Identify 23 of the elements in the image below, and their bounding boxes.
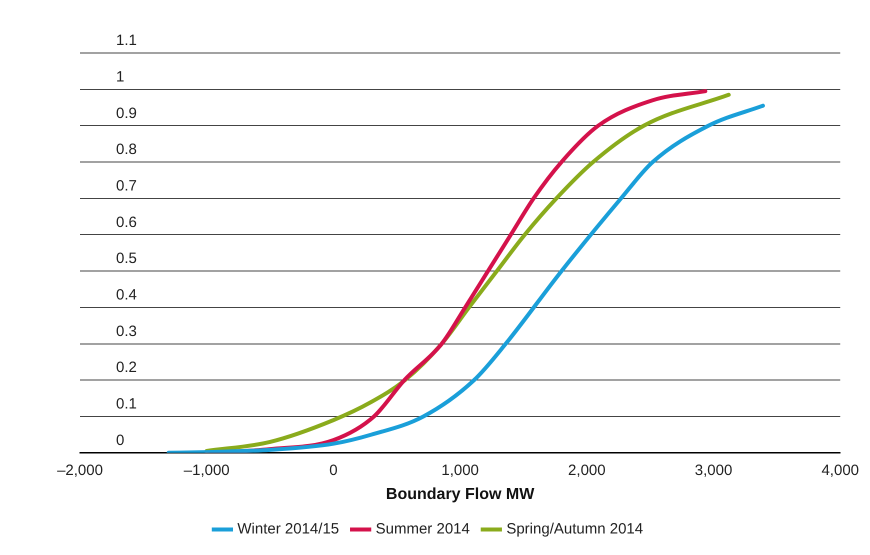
- legend-label: Winter 2014/15: [237, 520, 340, 538]
- x-tick-label: 1,000: [441, 462, 479, 479]
- x-tick-label: 4,000: [821, 462, 860, 479]
- x-axis-title: Boundary Flow MW: [386, 486, 536, 503]
- x-tick-label: –2,000: [57, 462, 103, 479]
- y-tick-label: 0.6: [116, 214, 137, 231]
- y-tick-label: 0.5: [116, 250, 137, 268]
- legend-label: Summer 2014: [376, 520, 470, 538]
- x-tick-label: 2,000: [568, 462, 606, 479]
- y-tick-label: 1.1: [116, 32, 137, 50]
- x-tick-label: 0: [329, 462, 338, 479]
- y-tick-label: 0.4: [116, 286, 137, 304]
- legend-label: Spring/Autumn 2014: [506, 520, 644, 538]
- x-tick-label: –1,000: [184, 462, 230, 479]
- y-tick-label: 0.1: [116, 396, 137, 413]
- y-tick-label: 0.8: [116, 141, 137, 158]
- y-tick-label: 0.3: [116, 322, 137, 340]
- y-tick-label: 1: [116, 68, 124, 86]
- x-tick-label: 3,000: [694, 462, 732, 479]
- y-tick-label: 0.7: [116, 178, 137, 195]
- y-tick-label: 0: [116, 432, 124, 449]
- y-tick-label: 0.9: [116, 104, 137, 122]
- y-tick-label: 0.2: [116, 359, 137, 376]
